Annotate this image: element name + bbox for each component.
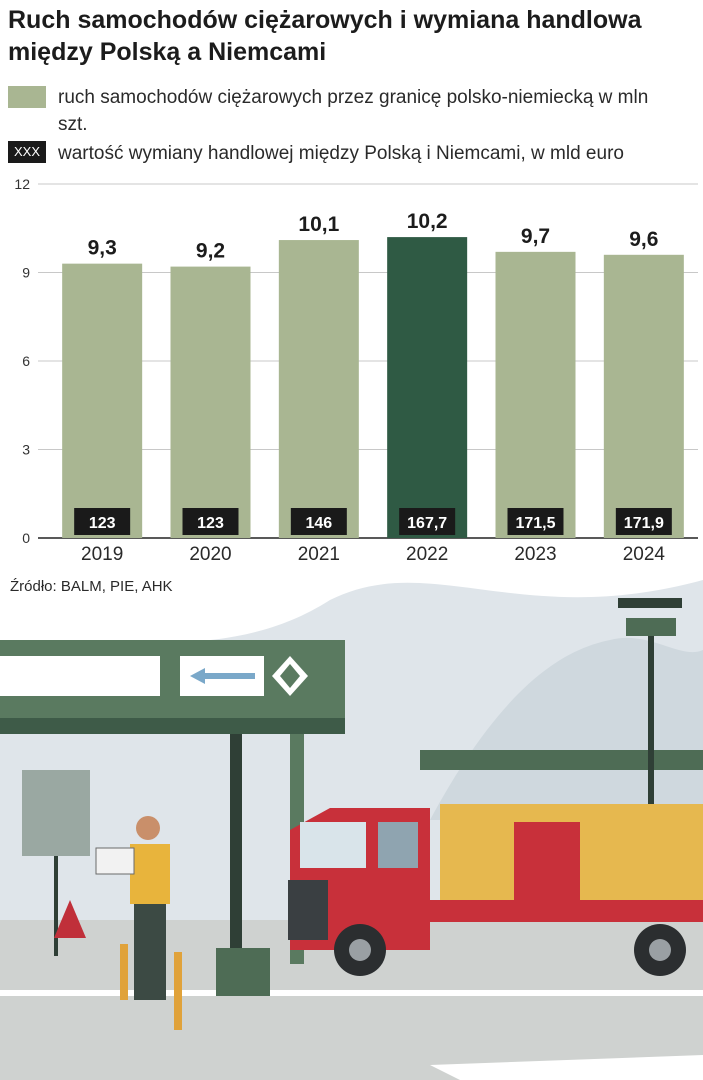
source-note: Źródło: BALM, PIE, AHK [10,578,173,595]
bar-value-label: 9,2 [196,240,225,263]
bollard [120,944,128,1000]
trade-value-box [182,508,239,535]
trade-value-label: 123 [89,515,116,532]
road-marking [0,990,703,996]
road-stripe [430,1055,703,1080]
trade-value-box [290,508,347,535]
luggage [216,948,270,996]
trade-value-box [615,508,672,535]
bar-2022 [387,237,468,538]
bar-value-label: 10,1 [298,213,339,236]
truck-windshield [300,822,366,868]
border-crossing-illustration [0,580,703,1080]
bar-value-label: 10,2 [407,210,448,233]
trade-value-label: 171,9 [624,515,664,532]
legend-label-trucks: ruch samochodów ciężarowych przez granic… [58,87,649,135]
bar-2019 [62,263,143,538]
bar-2023 [495,251,576,538]
canopy [420,750,703,770]
bar-2021 [278,240,359,539]
trade-value-box [399,508,456,535]
worker-head [136,816,160,840]
truck-grille [288,880,328,940]
legend-swatch-green [8,86,46,108]
arrow-left-icon [190,668,255,684]
bar-chart: 0 3 6 9 12 9,3 123 2019 9,2 123 2020 10,1 146 2021 10,… [14,176,698,565]
mountain-right [430,637,703,820]
y-tick-label: 3 [22,442,30,458]
trade-value-label: 167,7 [407,515,447,532]
warning-sign-icon [54,900,86,938]
gantry-pillar [230,734,242,954]
legend-swatch-dark: XXX [8,141,46,163]
bar-2024 [603,254,684,539]
trade-value-box [74,508,131,535]
y-tick-label: 0 [22,530,30,546]
bollard-2 [174,952,182,1030]
clipboard [95,847,135,875]
gantry-beam [0,718,345,734]
trailer-bed [430,900,703,922]
bar-value-label: 9,7 [521,225,550,248]
worker-legs [134,904,166,1000]
legend-item-trade: XXX wartość wymiany handlowej między Pol… [8,140,624,167]
lamp-head [618,598,682,608]
worker-vest [130,844,170,904]
legend-item-trucks: ruch samochodów ciężarowych przez granic… [8,84,658,138]
y-tick-label: 12 [14,176,30,192]
bar-value-label: 9,6 [629,228,658,251]
notice-board [22,770,90,856]
x-tick-label: 2022 [406,544,448,565]
trade-value-label: 123 [197,515,224,532]
y-tick-label: 6 [22,353,30,369]
bar-2020 [170,266,251,538]
x-tick-label: 2020 [189,544,231,565]
x-tick-label: 2024 [623,544,666,565]
lamp-post [648,620,654,880]
gantry-white-panel [0,656,160,696]
x-tick-label: 2019 [81,544,123,565]
camera-box [626,618,676,636]
trade-value-label: 171,5 [515,515,555,532]
trade-value-label: 146 [305,515,332,532]
y-tick-label: 9 [22,265,30,281]
bar-value-label: 9,3 [88,237,117,260]
cargo-red-container [514,822,580,900]
trade-value-box [507,508,564,535]
chart-title: Ruch samochodów ciężarowych i wymiana ha… [8,6,642,66]
legend-label-trade: wartość wymiany handlowej między Polską … [58,143,624,164]
truck-side-window [378,822,418,868]
x-tick-label: 2021 [298,544,340,565]
x-tick-label: 2023 [514,544,556,565]
